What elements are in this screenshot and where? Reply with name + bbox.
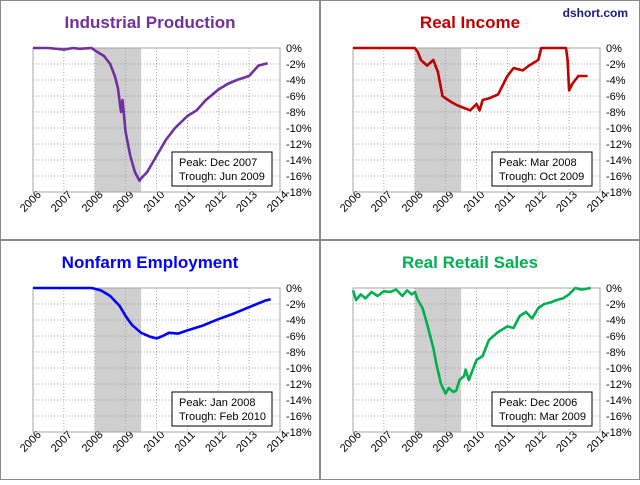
y-tick-label: -16%	[606, 411, 632, 423]
annotation-text: Peak: Mar 2008	[499, 157, 577, 169]
y-tick-label: -6%	[286, 91, 306, 103]
annotation-text: Trough: Feb 2010	[179, 411, 266, 423]
y-tick-label: -12%	[606, 379, 632, 391]
annotation-box	[171, 151, 273, 187]
plot-frame	[352, 47, 601, 193]
series-line	[33, 46, 268, 183]
chart-panel-3: 0%-2%-4%-6%-8%-10%-12%-14%-16%-18%2006 20…	[0, 240, 320, 480]
annotation-text: Trough: Mar 2009	[499, 411, 586, 423]
series-line	[353, 46, 588, 112]
y-tick-label: -14%	[286, 395, 312, 407]
annotation-text: Trough: Jun 2009	[179, 171, 265, 183]
y-tick-label: -14%	[606, 155, 632, 167]
y-tick-label: -10%	[286, 363, 312, 375]
y-tick-label: -2%	[606, 59, 626, 71]
y-tick-label: -6%	[606, 91, 626, 103]
chart-title: Nonfarm Employment	[62, 253, 239, 272]
y-tick-label: -12%	[606, 139, 632, 151]
chart-panel-4: 0%-2%-4%-6%-8%-10%-12%-14%-16%-18%2006 20…	[320, 240, 640, 480]
annotation-text: Peak: Jan 2008	[179, 397, 255, 409]
y-tick-label: -2%	[286, 299, 306, 311]
y-tick-label: -4%	[606, 75, 626, 87]
annotation-text: Trough: Oct 2009	[499, 171, 584, 183]
y-tick-label: -10%	[606, 363, 632, 375]
series-line	[351, 286, 591, 395]
annotation-text: Peak: Dec 2007	[179, 157, 257, 169]
plot-frame	[32, 287, 281, 433]
y-tick-label: -18%	[286, 187, 312, 199]
chart-title: Industrial Production	[65, 13, 236, 32]
plot-frame	[352, 287, 601, 433]
y-tick-label: -8%	[606, 107, 626, 119]
y-tick-label: -4%	[286, 75, 306, 87]
panel-border	[320, 240, 640, 480]
panel-border	[0, 240, 320, 480]
y-tick-label: -18%	[286, 427, 312, 439]
y-tick-label: -6%	[286, 331, 306, 343]
y-tick-label: -4%	[286, 315, 306, 327]
y-tick-label: -8%	[286, 107, 306, 119]
chart-title: Real Income	[420, 13, 520, 32]
annotation-box	[491, 391, 593, 427]
annotation-box	[491, 151, 593, 187]
panel-border	[0, 0, 320, 240]
y-tick-label: -10%	[286, 123, 312, 135]
y-tick-label: -16%	[286, 411, 312, 423]
chart-panel-1: 0%-2%-4%-6%-8%-10%-12%-14%-16%-18%2006 20…	[0, 0, 320, 240]
y-tick-label: -18%	[606, 427, 632, 439]
y-tick-label: -2%	[606, 299, 626, 311]
chart-title: Real Retail Sales	[402, 253, 538, 272]
chart-panel-2: 0%-2%-4%-6%-8%-10%-12%-14%-16%-18%2006 20…	[320, 0, 640, 240]
y-tick-label: -4%	[606, 315, 626, 327]
y-tick-label: -16%	[606, 171, 632, 183]
series-line	[33, 286, 272, 340]
annotation-box	[171, 391, 273, 427]
y-tick-label: -14%	[606, 395, 632, 407]
y-tick-label: -18%	[606, 187, 632, 199]
annotation-text: Peak: Dec 2006	[499, 397, 577, 409]
y-tick-label: -10%	[606, 123, 632, 135]
y-tick-label: -12%	[286, 139, 312, 151]
y-tick-label: 0%	[606, 43, 622, 55]
y-tick-label: 0%	[286, 43, 302, 55]
y-tick-label: -14%	[286, 155, 312, 167]
y-tick-label: 0%	[606, 283, 622, 295]
y-tick-label: -16%	[286, 171, 312, 183]
panel-border	[320, 0, 640, 240]
plot-frame	[32, 47, 281, 193]
y-tick-label: 0%	[286, 283, 302, 295]
y-tick-label: -8%	[606, 347, 626, 359]
y-tick-label: -8%	[286, 347, 306, 359]
y-tick-label: -2%	[286, 59, 306, 71]
recession-band	[94, 288, 142, 432]
y-tick-label: -12%	[286, 379, 312, 391]
y-tick-label: -6%	[606, 331, 626, 343]
watermark: dshort.com	[562, 6, 628, 20]
